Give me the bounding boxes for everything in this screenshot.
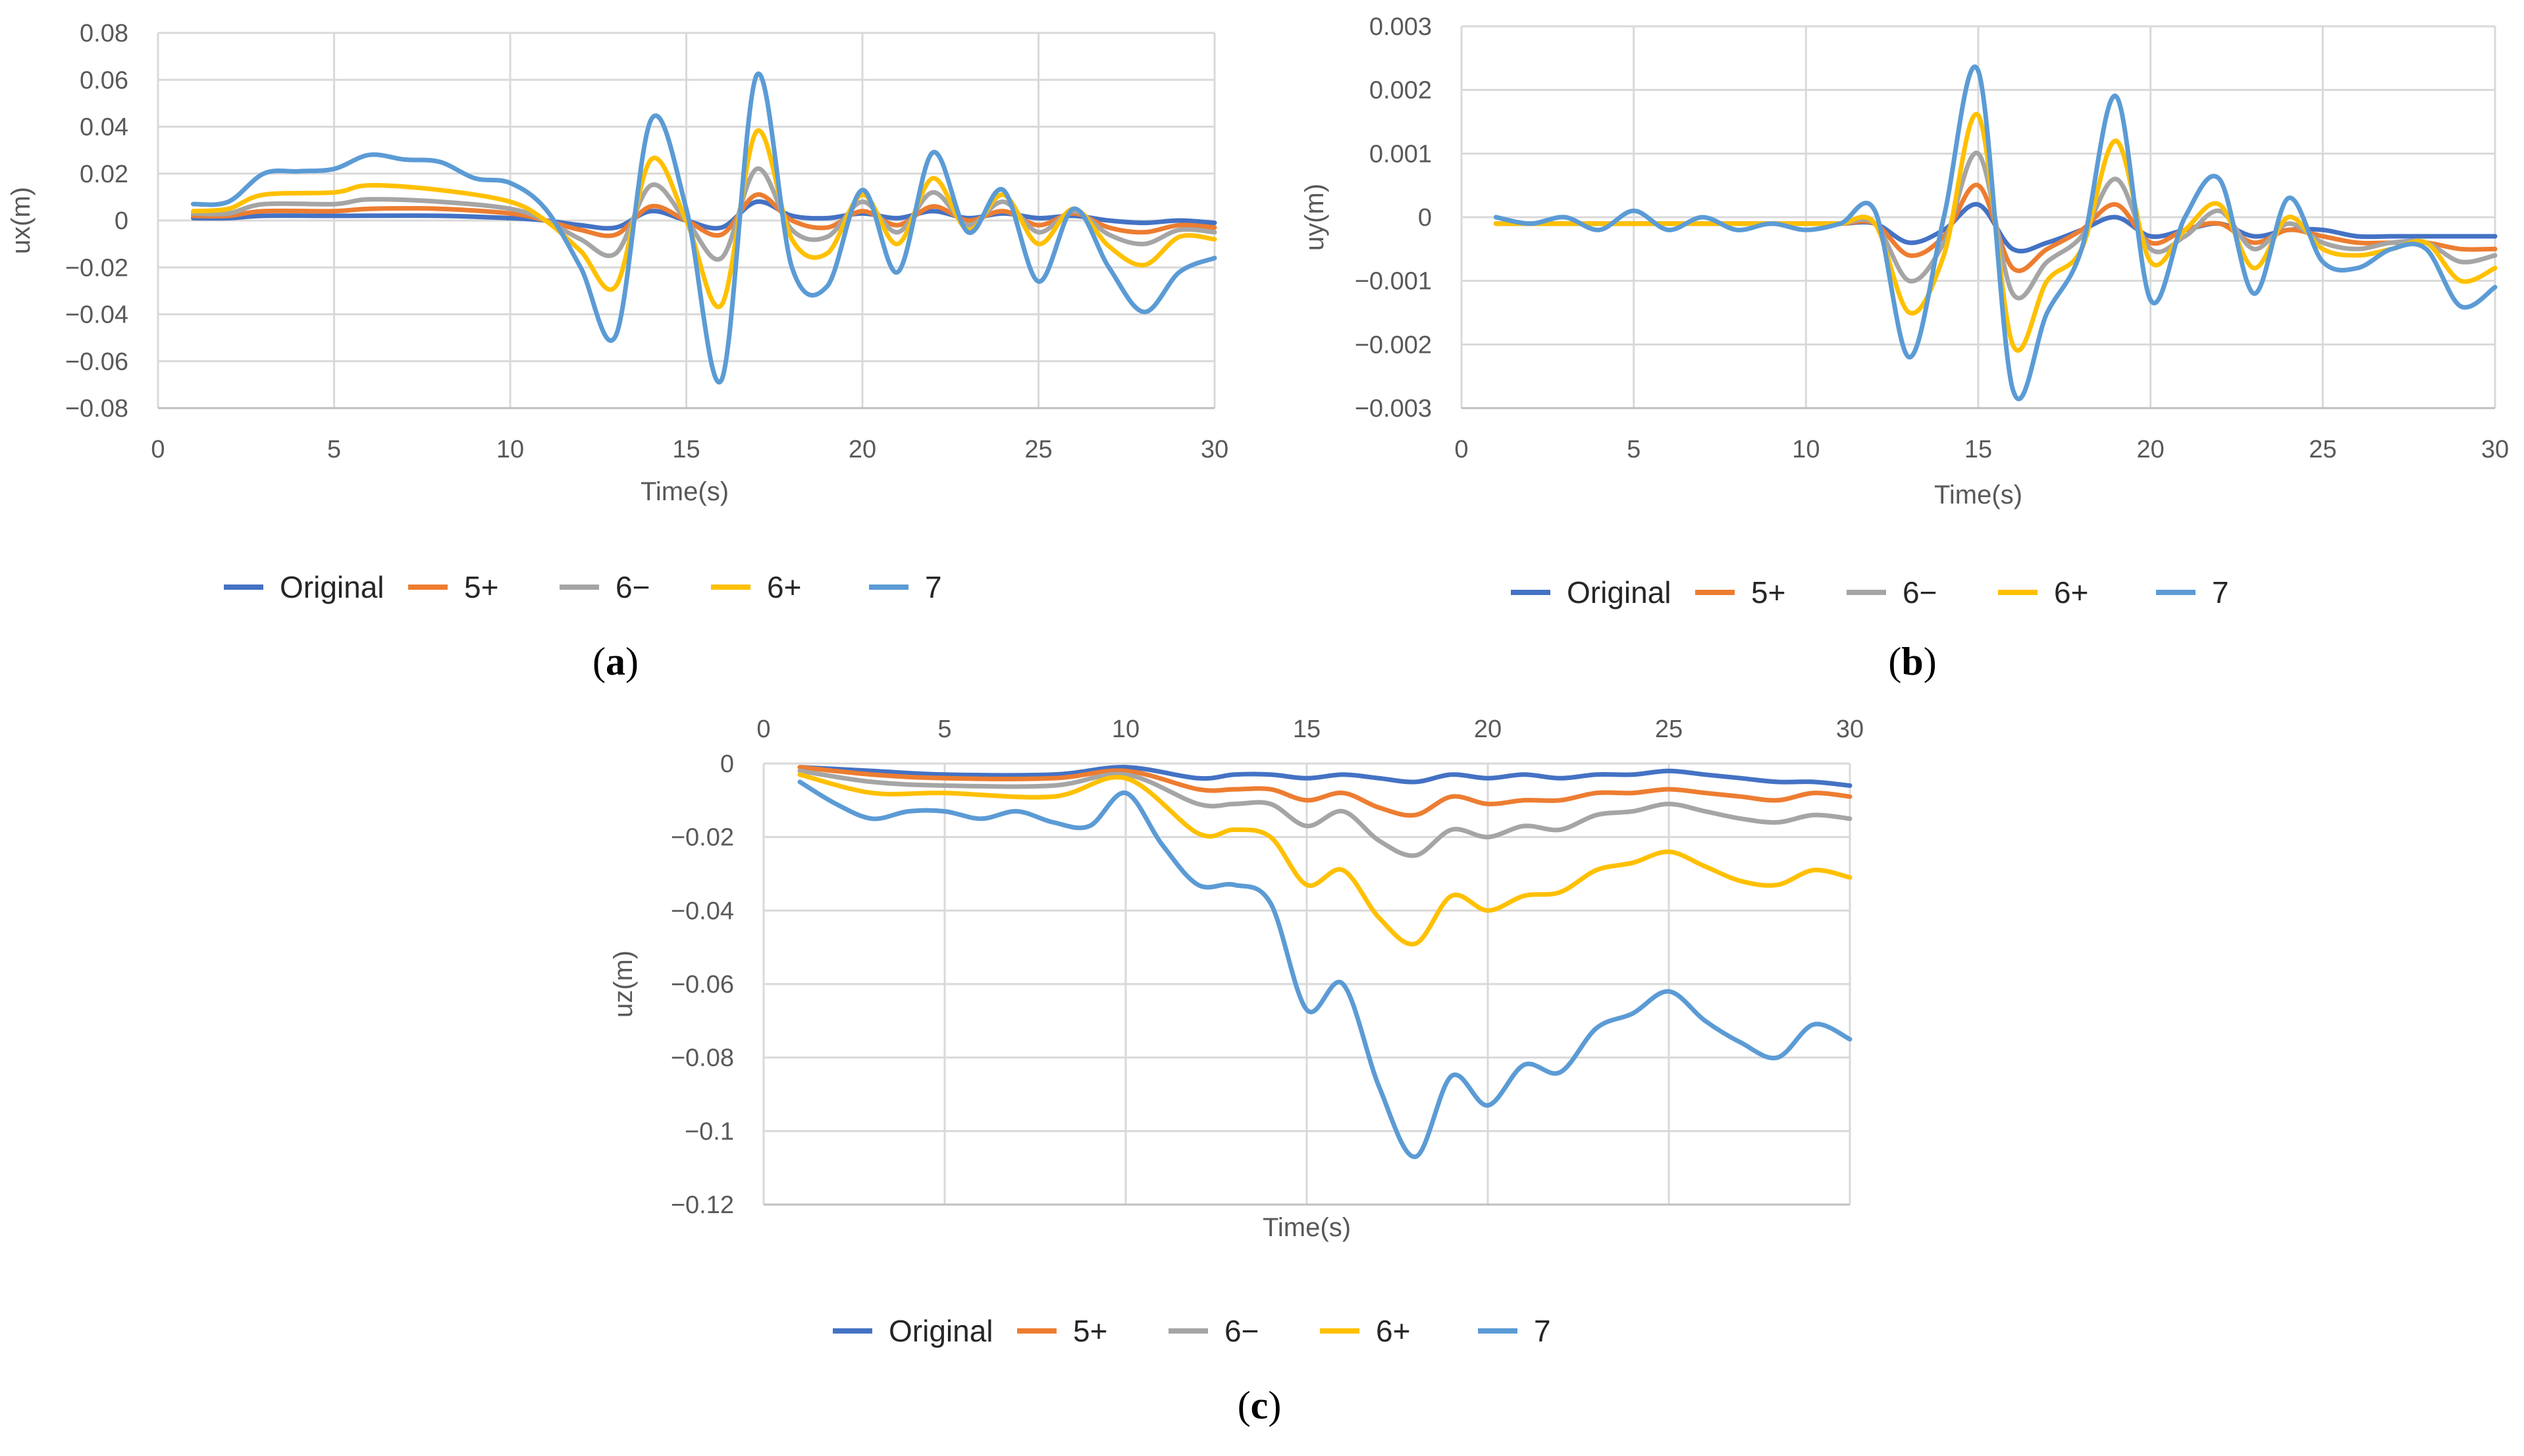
legend-label: Original xyxy=(1567,575,1671,610)
y-tick-label: −0.06 xyxy=(65,348,128,376)
y-tick-label: 0.02 xyxy=(80,161,128,188)
legend-label: 7 xyxy=(925,570,942,604)
y-tick-label: −0.12 xyxy=(671,1191,734,1219)
legend-label: 5+ xyxy=(1073,1314,1107,1348)
chart-panel-c: 0 −0.02 −0.04 −0.06 −0.08 −0.1 −0.12 0 5 10 15 20 25… xyxy=(609,715,1864,1427)
legend-label: 6− xyxy=(1224,1314,1259,1348)
x-tick-label: 20 xyxy=(849,436,876,463)
legend-label: 6− xyxy=(616,570,650,604)
x-tick-label: 5 xyxy=(937,715,951,743)
y-tick-label: −0.003 xyxy=(1355,395,1432,423)
y-tick-label: −0.08 xyxy=(65,395,128,423)
y-tick-label: −0.02 xyxy=(671,824,734,852)
panel-label: (a) xyxy=(592,640,639,683)
x-tick-label: 15 xyxy=(1293,715,1321,743)
x-tick-label: 0 xyxy=(151,436,165,463)
x-axis-title: Time(s) xyxy=(1934,481,2022,509)
y-tick-label: 0.08 xyxy=(80,20,128,47)
legend-label: 5+ xyxy=(464,570,498,604)
legend-label: 6+ xyxy=(767,570,801,604)
series-line-7 xyxy=(191,71,1217,385)
legend-label: 7 xyxy=(2212,575,2229,610)
x-tick-label: 15 xyxy=(1964,436,1992,463)
chart-panel-a: 0.08 0.06 0.04 0.02 0 −0.02 −0.04 −0.06 −0.08 0 5 1… xyxy=(7,20,1228,683)
panel-label: (b) xyxy=(1888,640,1936,683)
y-tick-label: 0 xyxy=(115,207,128,235)
y-tick-label: −0.04 xyxy=(671,897,734,925)
y-tick-label: 0.06 xyxy=(80,66,128,94)
legend-label: 5+ xyxy=(1751,575,1785,610)
y-tick-label: −0.001 xyxy=(1355,268,1432,296)
x-tick-label: 30 xyxy=(1836,715,1864,743)
series-line-6 xyxy=(797,768,1853,858)
x-tick-label: 30 xyxy=(1201,436,1228,463)
y-axis-title: uy(m) xyxy=(1300,184,1329,251)
y-tick-label: 0.003 xyxy=(1369,13,1432,41)
series-line-5 xyxy=(191,192,1217,238)
x-tick-label: 15 xyxy=(672,436,700,463)
x-axis-title: Time(s) xyxy=(1263,1213,1351,1242)
series-line-7 xyxy=(1493,64,2498,402)
series-line-6 xyxy=(797,772,1853,947)
x-tick-label: 10 xyxy=(1792,436,1820,463)
series-line-6 xyxy=(191,167,1217,262)
x-tick-label: 25 xyxy=(2309,436,2336,463)
series-line-5 xyxy=(797,765,1853,818)
y-tick-label: 0 xyxy=(1418,204,1432,232)
panel-label: (c) xyxy=(1238,1384,1282,1427)
y-axis-title: uz(m) xyxy=(609,950,638,1018)
series-line-7 xyxy=(797,779,1853,1159)
x-tick-label: 20 xyxy=(1474,715,1502,743)
chart-panel-b: 0.003 0.002 0.001 0 −0.001 −0.002 −0.003 0 5 10 15… xyxy=(1300,13,2509,683)
legend-label: 6+ xyxy=(2054,575,2088,610)
series-line-6 xyxy=(191,128,1217,309)
legend-label: Original xyxy=(889,1314,993,1348)
y-tick-label: −0.02 xyxy=(65,254,128,282)
y-tick-label: −0.04 xyxy=(65,301,128,329)
legend-label: 6− xyxy=(1903,575,1937,610)
x-tick-label: 30 xyxy=(2481,436,2509,463)
y-axis-title: ux(m) xyxy=(7,187,36,254)
x-axis-title: Time(s) xyxy=(641,477,729,506)
series-line-6 xyxy=(1493,111,2498,353)
legend-label: Original xyxy=(280,570,384,604)
y-tick-label: −0.06 xyxy=(671,971,734,999)
y-tick-label: −0.002 xyxy=(1355,331,1432,359)
x-tick-label: 10 xyxy=(496,436,524,463)
x-tick-label: 0 xyxy=(756,715,770,743)
y-tick-label: −0.08 xyxy=(671,1045,734,1072)
x-tick-label: 5 xyxy=(327,436,341,463)
y-tick-label: 0.002 xyxy=(1369,77,1432,105)
y-tick-label: 0 xyxy=(720,750,734,778)
y-tick-label: −0.1 xyxy=(685,1118,734,1145)
x-tick-label: 0 xyxy=(1454,436,1468,463)
x-tick-label: 5 xyxy=(1627,436,1641,463)
y-tick-label: 0.04 xyxy=(80,114,128,142)
legend-label: 6+ xyxy=(1376,1314,1410,1348)
series-line-Original xyxy=(797,765,1853,788)
y-tick-label: 0.001 xyxy=(1369,140,1432,168)
x-tick-label: 25 xyxy=(1655,715,1683,743)
legend-label: 7 xyxy=(1534,1314,1551,1348)
x-tick-label: 20 xyxy=(2137,436,2165,463)
x-tick-label: 25 xyxy=(1024,436,1052,463)
x-tick-label: 10 xyxy=(1112,715,1140,743)
